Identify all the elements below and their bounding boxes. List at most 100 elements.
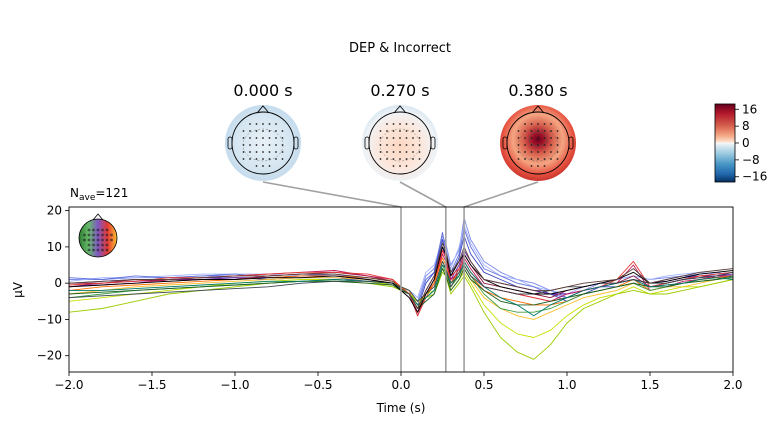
sensor-dot: [550, 123, 552, 125]
x-tick-label: 1.0: [557, 378, 576, 392]
sensor-legend-dot: [83, 238, 86, 242]
sensor-dot: [412, 144, 414, 146]
sensor-dot: [550, 144, 552, 146]
topomap-time-label: 0.000 s: [233, 81, 292, 100]
topomap-connector-line: [262, 181, 402, 208]
sensor-dot: [530, 151, 533, 153]
sensor-dot: [405, 165, 408, 167]
sensor-dot: [530, 137, 533, 139]
sensor-dot: [255, 151, 258, 153]
sensor-dot: [255, 137, 258, 139]
y-tick-label: 20: [47, 204, 62, 218]
sensor-dot: [255, 158, 258, 160]
sensor-dot: [262, 123, 264, 125]
sensor-dot: [275, 151, 277, 153]
sensor-dot: [524, 130, 526, 132]
sensor-dot: [556, 151, 559, 153]
sensor-dot: [392, 137, 395, 139]
sensor-legend-dot: [101, 243, 104, 247]
x-tick-label: −2.0: [54, 378, 83, 392]
sensor-dot: [543, 165, 546, 167]
sensor-dot: [262, 130, 264, 132]
sensor-dot: [530, 123, 533, 125]
sensor-legend-dot: [96, 238, 100, 242]
sensor-dot: [405, 130, 408, 132]
sensor-dot: [249, 137, 251, 139]
sensor-dot: [405, 137, 408, 139]
sensor-dot: [386, 137, 388, 139]
channel-trace: [69, 250, 733, 317]
sensor-dot: [268, 130, 271, 132]
sensor-legend-dot: [101, 233, 104, 237]
sensor-dot: [418, 144, 421, 146]
sensor-dot: [249, 123, 251, 125]
sensor-legend-dot: [105, 248, 109, 252]
sensor-legend-dot: [110, 238, 113, 242]
sensor-dot: [530, 158, 533, 160]
sensor-dot: [242, 130, 245, 132]
sensor-dot: [556, 158, 559, 160]
colorbar-tick-label: −8: [742, 153, 760, 167]
colorbar-gradient: [714, 103, 736, 183]
sensor-dot: [517, 158, 520, 160]
sensor-dot: [405, 151, 408, 153]
topomap-time-label: 0.380 s: [508, 81, 567, 100]
sensor-dot: [543, 137, 546, 139]
sensor-legend-dot: [87, 228, 91, 232]
sensor-dot: [405, 158, 408, 160]
sensor-legend-dot: [96, 228, 100, 232]
sensor-legend-dot: [101, 238, 104, 242]
y-tick-label: 10: [47, 240, 62, 254]
sensor-dot: [379, 130, 382, 132]
sensor-dot: [556, 137, 559, 139]
sensor-dot: [262, 165, 264, 167]
sensor-legend-dot: [87, 233, 91, 237]
sensor-dot: [412, 123, 414, 125]
sensor-dot: [392, 144, 395, 146]
sensor-dot: [242, 137, 245, 139]
sensor-dot: [281, 144, 284, 146]
sensor-dot: [386, 144, 388, 146]
sensor-dot: [379, 151, 382, 153]
sensor-dot: [405, 144, 408, 146]
topomap-field: [362, 105, 438, 181]
left-ear-outline: [227, 136, 233, 150]
topomap-field: [225, 105, 301, 181]
sensor-dot: [412, 151, 414, 153]
y-tick-label: −10: [37, 312, 62, 326]
right-ear-outline: [568, 136, 574, 150]
sensor-dot: [418, 151, 421, 153]
sensor-legend-dot: [92, 228, 95, 232]
y-axis-label: µV: [11, 281, 25, 298]
figure-title: DEP & Incorrect: [349, 41, 451, 56]
sensor-dot: [537, 130, 539, 132]
topomap-row: 0.000 s 0.270 s 0.380 s: [225, 81, 576, 181]
sensor-dot: [379, 144, 382, 146]
sensor-dot: [418, 137, 421, 139]
sensor-dot: [524, 144, 526, 146]
sensor-dot: [517, 130, 520, 132]
sensor-dot: [524, 123, 526, 125]
sensor-dot: [543, 158, 546, 160]
sensor-dot: [386, 158, 388, 160]
sensor-dot: [281, 137, 284, 139]
sensor-legend-dot: [87, 243, 91, 247]
sensor-dot: [550, 151, 552, 153]
sensor-dot: [255, 165, 258, 167]
channel-trace: [69, 246, 733, 313]
sensor-dot: [249, 130, 251, 132]
sensor-legend-dot: [105, 243, 109, 247]
sensor-dot: [392, 151, 395, 153]
sensor-dot: [399, 123, 401, 125]
topomap-connector-line: [399, 181, 447, 208]
sensor-legend-dot: [110, 233, 113, 237]
sensor-dot: [268, 137, 271, 139]
sensor-dot: [392, 165, 395, 167]
sensor-legend-dot: [87, 248, 91, 252]
sensor-dot: [537, 137, 539, 139]
sensor-legend-dot: [87, 238, 91, 242]
sensor-dot: [392, 158, 395, 160]
sensor-dot: [262, 151, 264, 153]
topomap-connectors: [262, 181, 539, 208]
sensor-dot: [517, 137, 520, 139]
